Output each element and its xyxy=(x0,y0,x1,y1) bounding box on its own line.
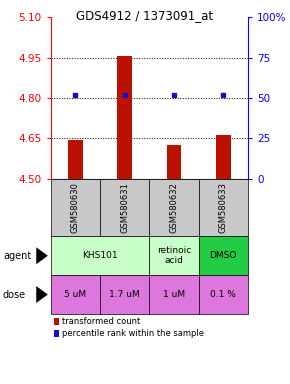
Text: 1 uM: 1 uM xyxy=(163,290,185,299)
Text: KHS101: KHS101 xyxy=(82,251,118,260)
Text: GSM580632: GSM580632 xyxy=(169,182,179,233)
Text: retinoic
acid: retinoic acid xyxy=(157,246,191,265)
Bar xyxy=(166,145,182,179)
Text: GDS4912 / 1373091_at: GDS4912 / 1373091_at xyxy=(77,9,213,22)
Bar xyxy=(117,56,132,179)
Text: agent: agent xyxy=(3,251,31,261)
Text: 1.7 uM: 1.7 uM xyxy=(109,290,140,299)
Text: dose: dose xyxy=(3,290,26,300)
Text: 0.1 %: 0.1 % xyxy=(210,290,236,299)
Text: percentile rank within the sample: percentile rank within the sample xyxy=(62,329,204,338)
Text: DMSO: DMSO xyxy=(210,251,237,260)
Bar xyxy=(216,135,231,179)
Text: transformed count: transformed count xyxy=(62,317,140,326)
Text: GSM580630: GSM580630 xyxy=(71,182,80,233)
Text: GSM580631: GSM580631 xyxy=(120,182,129,233)
Bar xyxy=(68,140,83,179)
Text: GSM580633: GSM580633 xyxy=(219,182,228,233)
Text: 5 uM: 5 uM xyxy=(64,290,86,299)
